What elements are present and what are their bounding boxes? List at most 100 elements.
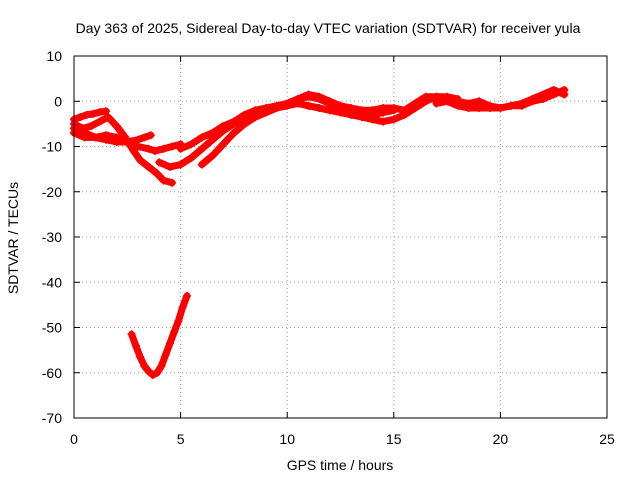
data-point [347,106,356,115]
data-point [539,94,548,103]
data-point [411,99,420,108]
data-point [261,108,270,117]
y-axis-label: SDTVAR / TECUs [5,182,21,294]
data-point [95,117,104,126]
data-point [464,104,473,113]
data-point [133,135,142,144]
data-point [82,110,91,119]
data-point [176,144,185,153]
data-point [161,350,170,359]
data-point [170,328,179,337]
data-point [197,144,206,153]
data-point [144,144,153,153]
data-point [229,117,238,126]
series-track-10 [432,85,569,113]
data-point [336,108,345,117]
data-point [136,352,145,361]
data-point [136,156,145,165]
x-tick-labels: 0 5 10 15 20 25 [70,431,615,447]
data-point [475,104,484,113]
data-point [165,162,174,171]
data-point [112,122,121,131]
data-point [208,135,217,144]
data-point [379,117,388,126]
data-point [208,151,217,160]
x-tick-label: 25 [599,431,615,447]
data-point [379,104,388,113]
chart-title: Day 363 of 2025, Sidereal Day-to-day VTE… [76,20,581,36]
y-tick-label: -60 [42,365,62,381]
data-point [336,101,345,110]
data-point [87,122,96,131]
data-point [432,92,441,101]
data-point [101,107,110,116]
data-point [127,330,136,339]
data-point [168,178,177,187]
data-point [146,131,155,140]
data-point [89,109,98,118]
data-point [197,133,206,142]
data-point [104,113,113,122]
data-point [283,99,292,108]
data-point [453,101,462,110]
data-point [208,128,217,137]
data-point [389,115,398,124]
y-tick-label: -40 [42,274,62,290]
data-point [157,361,166,370]
data-point [507,101,516,110]
data-point [325,106,334,115]
data-point [133,142,142,151]
data-point [178,303,187,312]
data-point [76,113,85,122]
x-tick-label: 15 [386,431,402,447]
x-tick-label: 10 [279,431,295,447]
data-point [101,131,110,140]
x-tick-label: 5 [177,431,185,447]
data-point [368,106,377,115]
plot-frame [73,55,608,419]
y-tick-label: -70 [42,410,62,426]
data-point [400,106,409,115]
data-point [315,92,324,101]
data-point [140,361,149,370]
data-point [159,144,168,153]
data-point [95,108,104,117]
data-point [357,108,366,117]
data-point [153,368,162,377]
data-point [229,128,238,137]
data-point [293,94,302,103]
data-point [155,158,164,167]
data-point [197,160,206,169]
data-series [70,85,569,380]
data-point [251,106,260,115]
data-point [219,122,228,131]
data-point [148,371,157,380]
data-point [131,341,140,350]
y-tick-label: -20 [42,184,62,200]
data-point [151,147,160,156]
data-point [240,119,249,128]
data-point [432,99,441,108]
y-tick-label: -10 [42,139,62,155]
x-tick-label: 0 [70,431,78,447]
data-point [251,113,260,122]
data-point [144,367,153,376]
data-point [549,90,558,99]
data-point [475,97,484,106]
data-point [315,104,324,113]
data-point [182,291,191,300]
data-point [168,142,177,151]
data-point [325,97,334,106]
data-point [496,104,505,113]
data-point [240,110,249,119]
series-track-11 [127,291,191,380]
y-tick-label: -50 [42,320,62,336]
data-point [112,133,121,142]
data-point [528,97,537,106]
data-point [485,104,494,113]
data-point [421,92,430,101]
data-point [159,176,168,185]
data-point [174,316,183,325]
data-point [304,101,313,110]
